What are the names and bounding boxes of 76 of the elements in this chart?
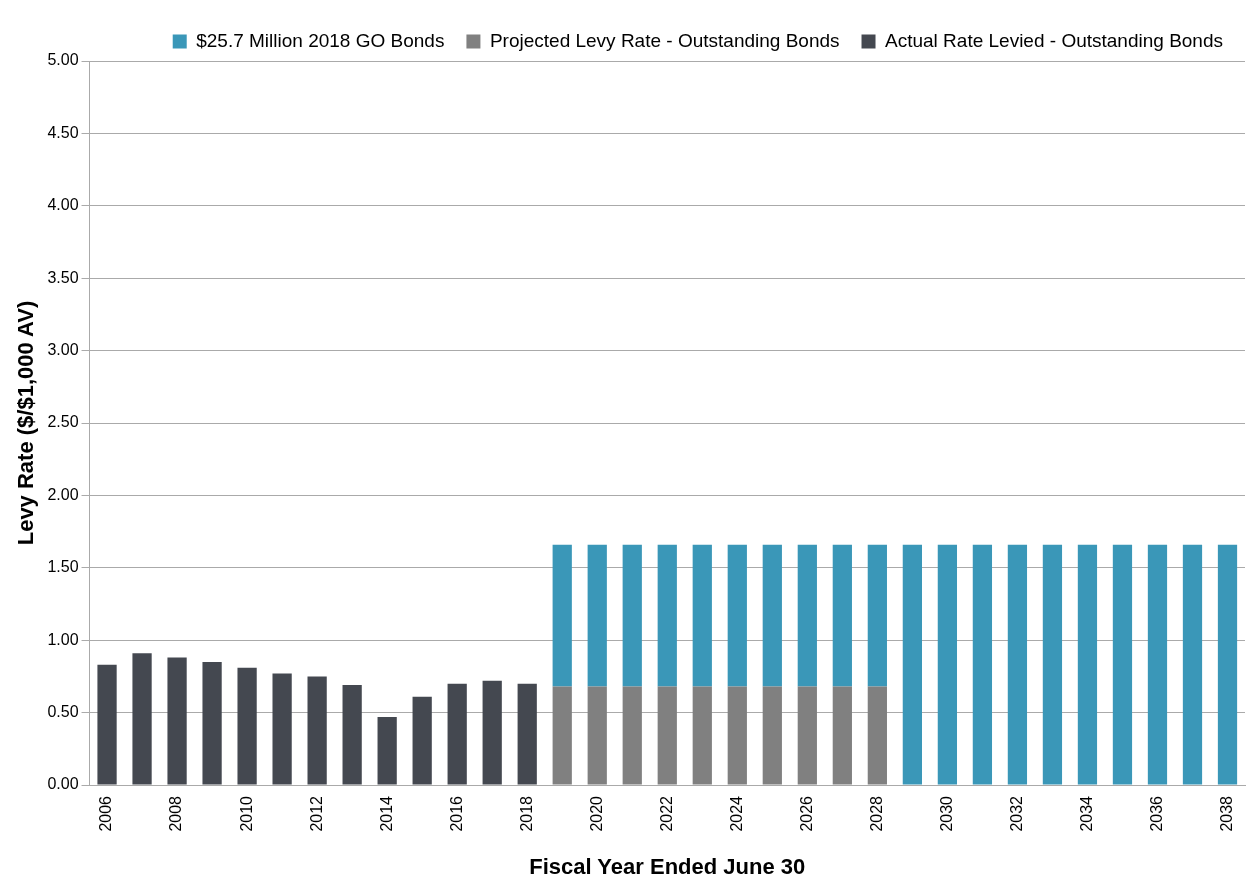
x-tick-label: 2036 [1147,795,1165,832]
bar [1182,544,1203,785]
bar [797,544,817,687]
x-tick-label: 2014 [377,795,395,832]
bar [657,544,677,687]
bar [307,676,327,785]
bar [622,544,642,687]
bar [762,544,782,687]
legend-label: Projected Levy Rate - Outstanding Bonds [489,29,840,51]
bar [972,544,993,785]
y-tick-label: 4.00 [47,196,79,214]
bar [1217,544,1238,785]
x-tick-label: 2010 [237,795,255,832]
bar [762,686,782,785]
y-tick-label: 3.00 [47,341,79,359]
y-tick-label: 0.50 [47,703,79,721]
bar [902,544,922,785]
y-tick-label: 5.00 [47,51,79,69]
bar [272,673,292,785]
y-axis-title: Levy Rate ($/$1,000 AV) [13,300,39,546]
bar [167,657,187,785]
bar [97,664,117,785]
bar [797,686,817,785]
x-tick-label: 2028 [867,795,885,832]
bar [692,544,712,687]
y-tick-label: 4.50 [47,123,79,141]
bar [482,680,502,785]
x-axis-title: Fiscal Year Ended June 30 [529,853,806,879]
bar [377,716,397,785]
y-tick-label: 1.50 [47,558,79,576]
x-tick-label: 2016 [447,795,465,832]
bar [727,686,747,785]
bar [552,686,572,785]
x-tick-label: 2020 [587,795,605,832]
bar [1042,544,1063,785]
x-tick-label: 2024 [727,795,745,832]
bar [867,686,887,785]
x-tick-label: 2022 [657,795,675,832]
bar [552,544,572,687]
x-tick-label: 2030 [937,795,955,832]
bar [587,686,607,785]
bar [622,686,642,785]
x-tick-label: 2008 [167,795,185,832]
bar [342,685,362,785]
bar [937,544,958,785]
legend-label: Actual Rate Levied - Outstanding Bonds [885,29,1223,51]
bar [1007,544,1028,785]
y-tick-label: 0.00 [47,775,79,793]
bar [237,667,257,785]
bar [832,686,852,785]
x-tick-label: 2026 [797,795,815,832]
bar [867,544,887,687]
bar [1112,544,1133,785]
bar [1147,544,1168,785]
y-tick-label: 1.00 [47,630,79,648]
x-tick-label: 2006 [97,795,115,832]
y-tick-label: 2.00 [47,485,79,503]
x-tick-label: 2018 [517,795,535,832]
bar [202,661,222,785]
y-tick-label: 3.50 [47,268,79,286]
bar [832,544,852,687]
bar [447,683,467,785]
bar [657,686,677,785]
bar [517,683,537,785]
bar [727,544,747,687]
x-tick-label: 2034 [1077,795,1095,832]
bar [692,686,712,785]
legend-label: $25.7 Million 2018 GO Bonds [196,29,445,51]
bar [412,696,432,785]
x-tick-label: 2038 [1217,795,1235,832]
bar [1077,544,1098,785]
x-tick-label: 2032 [1007,795,1025,832]
x-tick-label: 2012 [307,795,325,832]
bar [587,544,607,687]
y-tick-label: 2.50 [47,413,79,431]
bar [132,653,152,785]
